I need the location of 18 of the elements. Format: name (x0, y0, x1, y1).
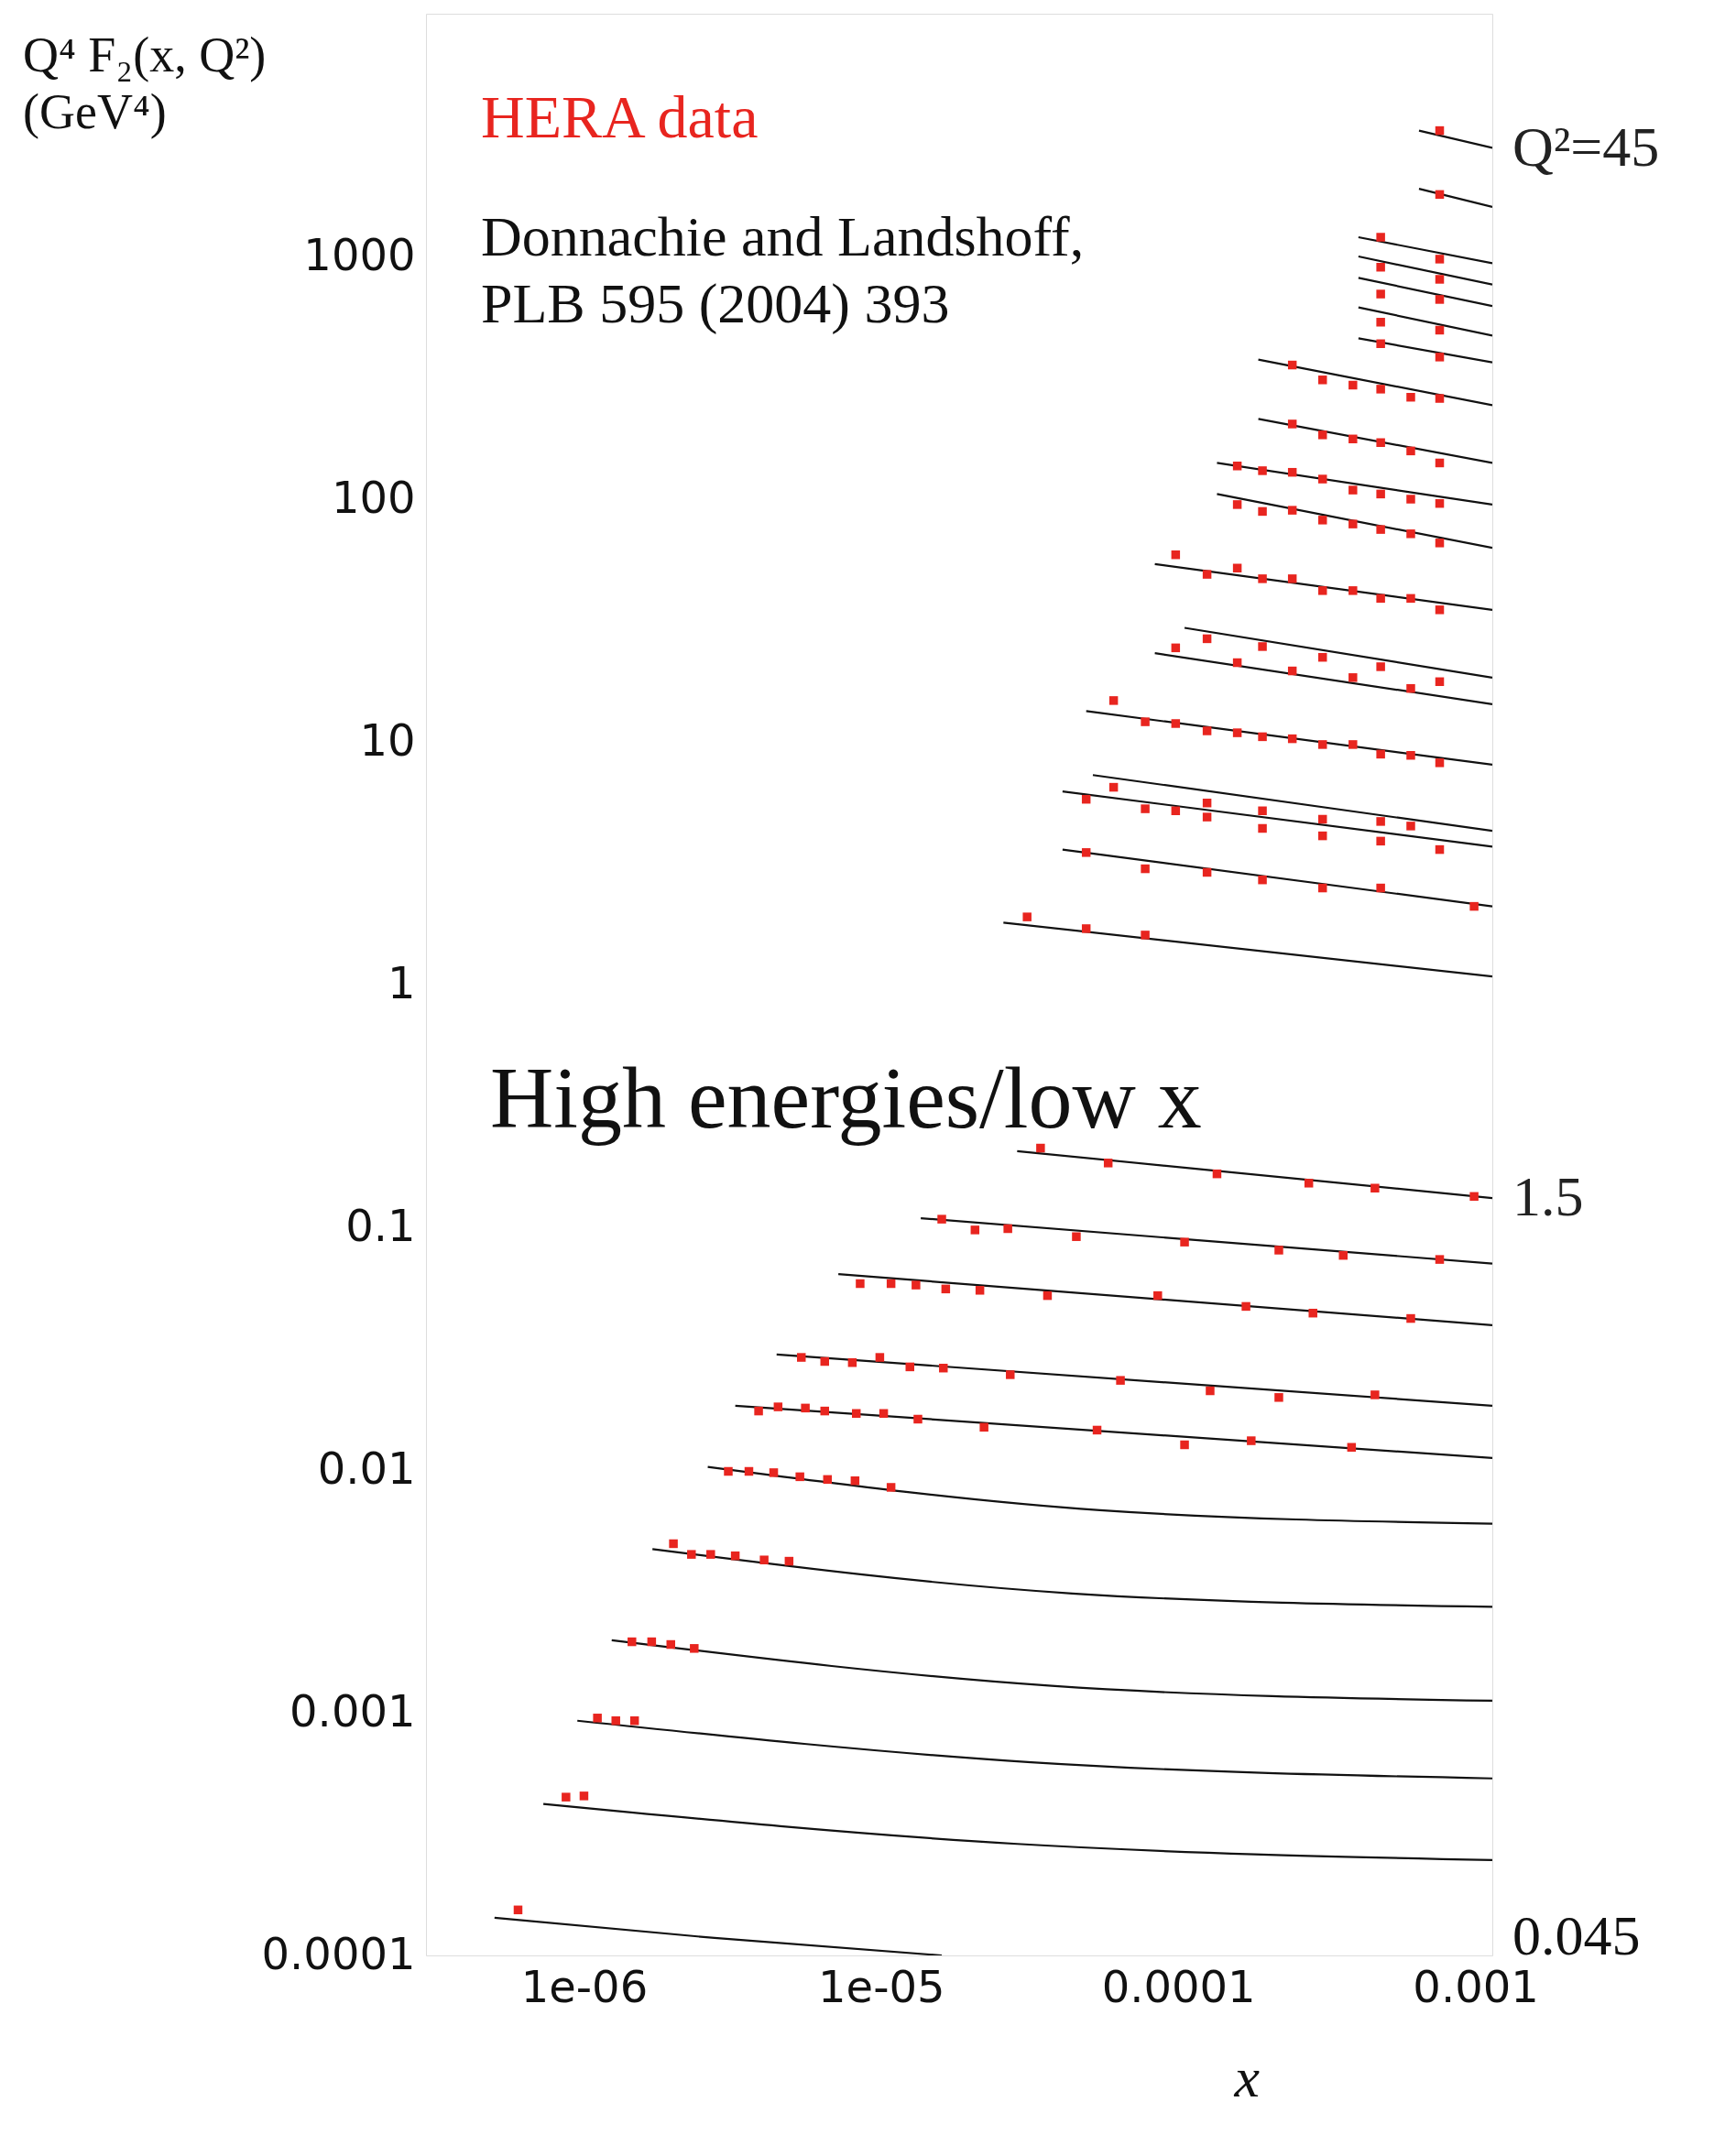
annotation: Donnachie and Landshoff, PLB 595 (2004) 393 (481, 205, 1085, 336)
annotation: 1.5 (1512, 1165, 1584, 1228)
x-axis-title: x (1233, 2046, 1261, 2108)
text: HERA data (481, 83, 759, 150)
y-tick-label: 0.0001 (261, 1927, 416, 1979)
x-tick-label: 0.0001 (1101, 1960, 1256, 2012)
y-tick-label: 1000 (303, 228, 416, 280)
annotation: Q²=45 (1512, 114, 1660, 178)
x-tick-label: 1e-06 (520, 1960, 649, 2012)
y-tick-label: 0.1 (345, 1199, 416, 1251)
y-tick-label: 100 (331, 471, 416, 523)
y-tick-label: 10 (359, 713, 416, 766)
y-tick-label: 0.01 (317, 1442, 416, 1494)
y-tick-label: 1 (387, 956, 416, 1008)
x-tick-label: 1e-05 (818, 1960, 945, 2012)
y-axis-title: Q⁴ F₂(x, Q²) (GeV⁴) (23, 27, 267, 139)
y-tick-label: 0.001 (289, 1684, 416, 1737)
annotation: High energies/low x (490, 1049, 1202, 1147)
